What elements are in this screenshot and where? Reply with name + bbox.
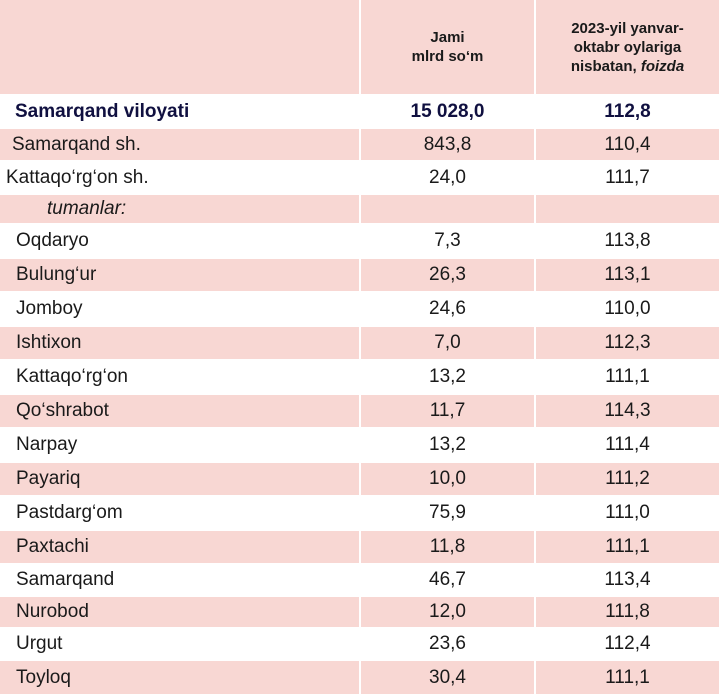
row-value (361, 195, 534, 223)
row-percent: 114,3 (536, 395, 719, 427)
row-percent: 111,0 (536, 497, 719, 529)
table-row: Paxtachi 11,8 111,1 (0, 531, 719, 563)
row-name: Pastdarg‘om (0, 497, 359, 529)
row-percent (536, 195, 719, 223)
table-row-subheading: tumanlar: (0, 195, 719, 223)
header-percent-line3: nisbatan, (570, 57, 641, 75)
row-name: Kattaqo‘rg‘on (0, 361, 359, 393)
row-name: Payariq (0, 463, 359, 495)
row-percent: 110,0 (536, 293, 719, 325)
row-percent: 112,4 (536, 629, 719, 659)
row-name: Nurobod (0, 597, 359, 627)
row-name: Samarqand viloyati (0, 96, 359, 127)
table-row: Ishtixon 7,0 112,3 (0, 327, 719, 359)
header-empty-cell (0, 0, 359, 94)
row-percent: 112,8 (536, 96, 719, 127)
row-value: 7,3 (361, 225, 534, 257)
table-row: Oqdaryo 7,3 113,8 (0, 225, 719, 257)
row-name: Kattaqo‘rg‘on sh. (0, 162, 359, 193)
row-value: 11,7 (361, 395, 534, 427)
row-value: 24,0 (361, 162, 534, 193)
row-value: 7,0 (361, 327, 534, 359)
row-percent: 111,1 (536, 531, 719, 563)
table-row: Urgut 23,6 112,4 (0, 629, 719, 659)
row-percent: 111,1 (536, 661, 719, 694)
row-name: Toyloq (0, 661, 359, 694)
row-percent: 112,3 (536, 327, 719, 359)
row-percent: 113,1 (536, 259, 719, 291)
row-name: Ishtixon (0, 327, 359, 359)
row-name: Jomboy (0, 293, 359, 325)
row-name: Qo‘shrabot (0, 395, 359, 427)
row-percent: 111,7 (536, 162, 719, 193)
row-percent: 111,8 (536, 597, 719, 627)
header-percent-italic: foizda (640, 57, 685, 75)
table-row: Samarqand sh. 843,8 110,4 (0, 129, 719, 160)
row-percent: 111,2 (536, 463, 719, 495)
header-percent-line2: oktabr oylariga (573, 38, 682, 56)
row-percent: 111,1 (536, 361, 719, 393)
row-value: 10,0 (361, 463, 534, 495)
header-total-cell: Jami mlrd so‘m (361, 0, 534, 94)
row-value: 24,6 (361, 293, 534, 325)
header-percent-line1: 2023-yil yanvar- (571, 19, 684, 37)
row-name: Samarqand (0, 565, 359, 595)
row-value: 75,9 (361, 497, 534, 529)
row-value: 11,8 (361, 531, 534, 563)
row-name: tumanlar: (0, 195, 359, 223)
header-percent-cell: 2023-yil yanvar- oktabr oylariga nisbata… (536, 0, 719, 94)
table-row: Toyloq 30,4 111,1 (0, 661, 719, 694)
row-value: 26,3 (361, 259, 534, 291)
table-row: Pastdarg‘om 75,9 111,0 (0, 497, 719, 529)
row-name: Narpay (0, 429, 359, 461)
table-row: Payariq 10,0 111,2 (0, 463, 719, 495)
table-row: Jomboy 24,6 110,0 (0, 293, 719, 325)
row-name: Bulung‘ur (0, 259, 359, 291)
row-percent: 110,4 (536, 129, 719, 160)
table-row: Samarqand 46,7 113,4 (0, 565, 719, 595)
row-percent: 113,4 (536, 565, 719, 595)
table-row: Narpay 13,2 111,4 (0, 429, 719, 461)
table-row: Kattaqo‘rg‘on 13,2 111,1 (0, 361, 719, 393)
row-name: Oqdaryo (0, 225, 359, 257)
row-percent: 111,4 (536, 429, 719, 461)
table-row: Bulung‘ur 26,3 113,1 (0, 259, 719, 291)
row-value: 23,6 (361, 629, 534, 659)
row-percent: 113,8 (536, 225, 719, 257)
row-value: 13,2 (361, 429, 534, 461)
table-row: Qo‘shrabot 11,7 114,3 (0, 395, 719, 427)
row-value: 13,2 (361, 361, 534, 393)
row-value: 12,0 (361, 597, 534, 627)
row-value: 30,4 (361, 661, 534, 694)
table-row: Nurobod 12,0 111,8 (0, 597, 719, 627)
row-name: Paxtachi (0, 531, 359, 563)
table-row-region-total: Samarqand viloyati 15 028,0 112,8 (0, 96, 719, 127)
row-name: Urgut (0, 629, 359, 659)
header-total-line2: mlrd so‘m (411, 48, 484, 65)
row-value: 843,8 (361, 129, 534, 160)
header-total-line1: Jami (430, 29, 465, 46)
row-value: 46,7 (361, 565, 534, 595)
table-row: Kattaqo‘rg‘on sh. 24,0 111,7 (0, 162, 719, 193)
row-name: Samarqand sh. (0, 129, 359, 160)
table-header: Jami mlrd so‘m 2023-yil yanvar- oktabr o… (0, 0, 719, 94)
row-value: 15 028,0 (361, 96, 534, 127)
